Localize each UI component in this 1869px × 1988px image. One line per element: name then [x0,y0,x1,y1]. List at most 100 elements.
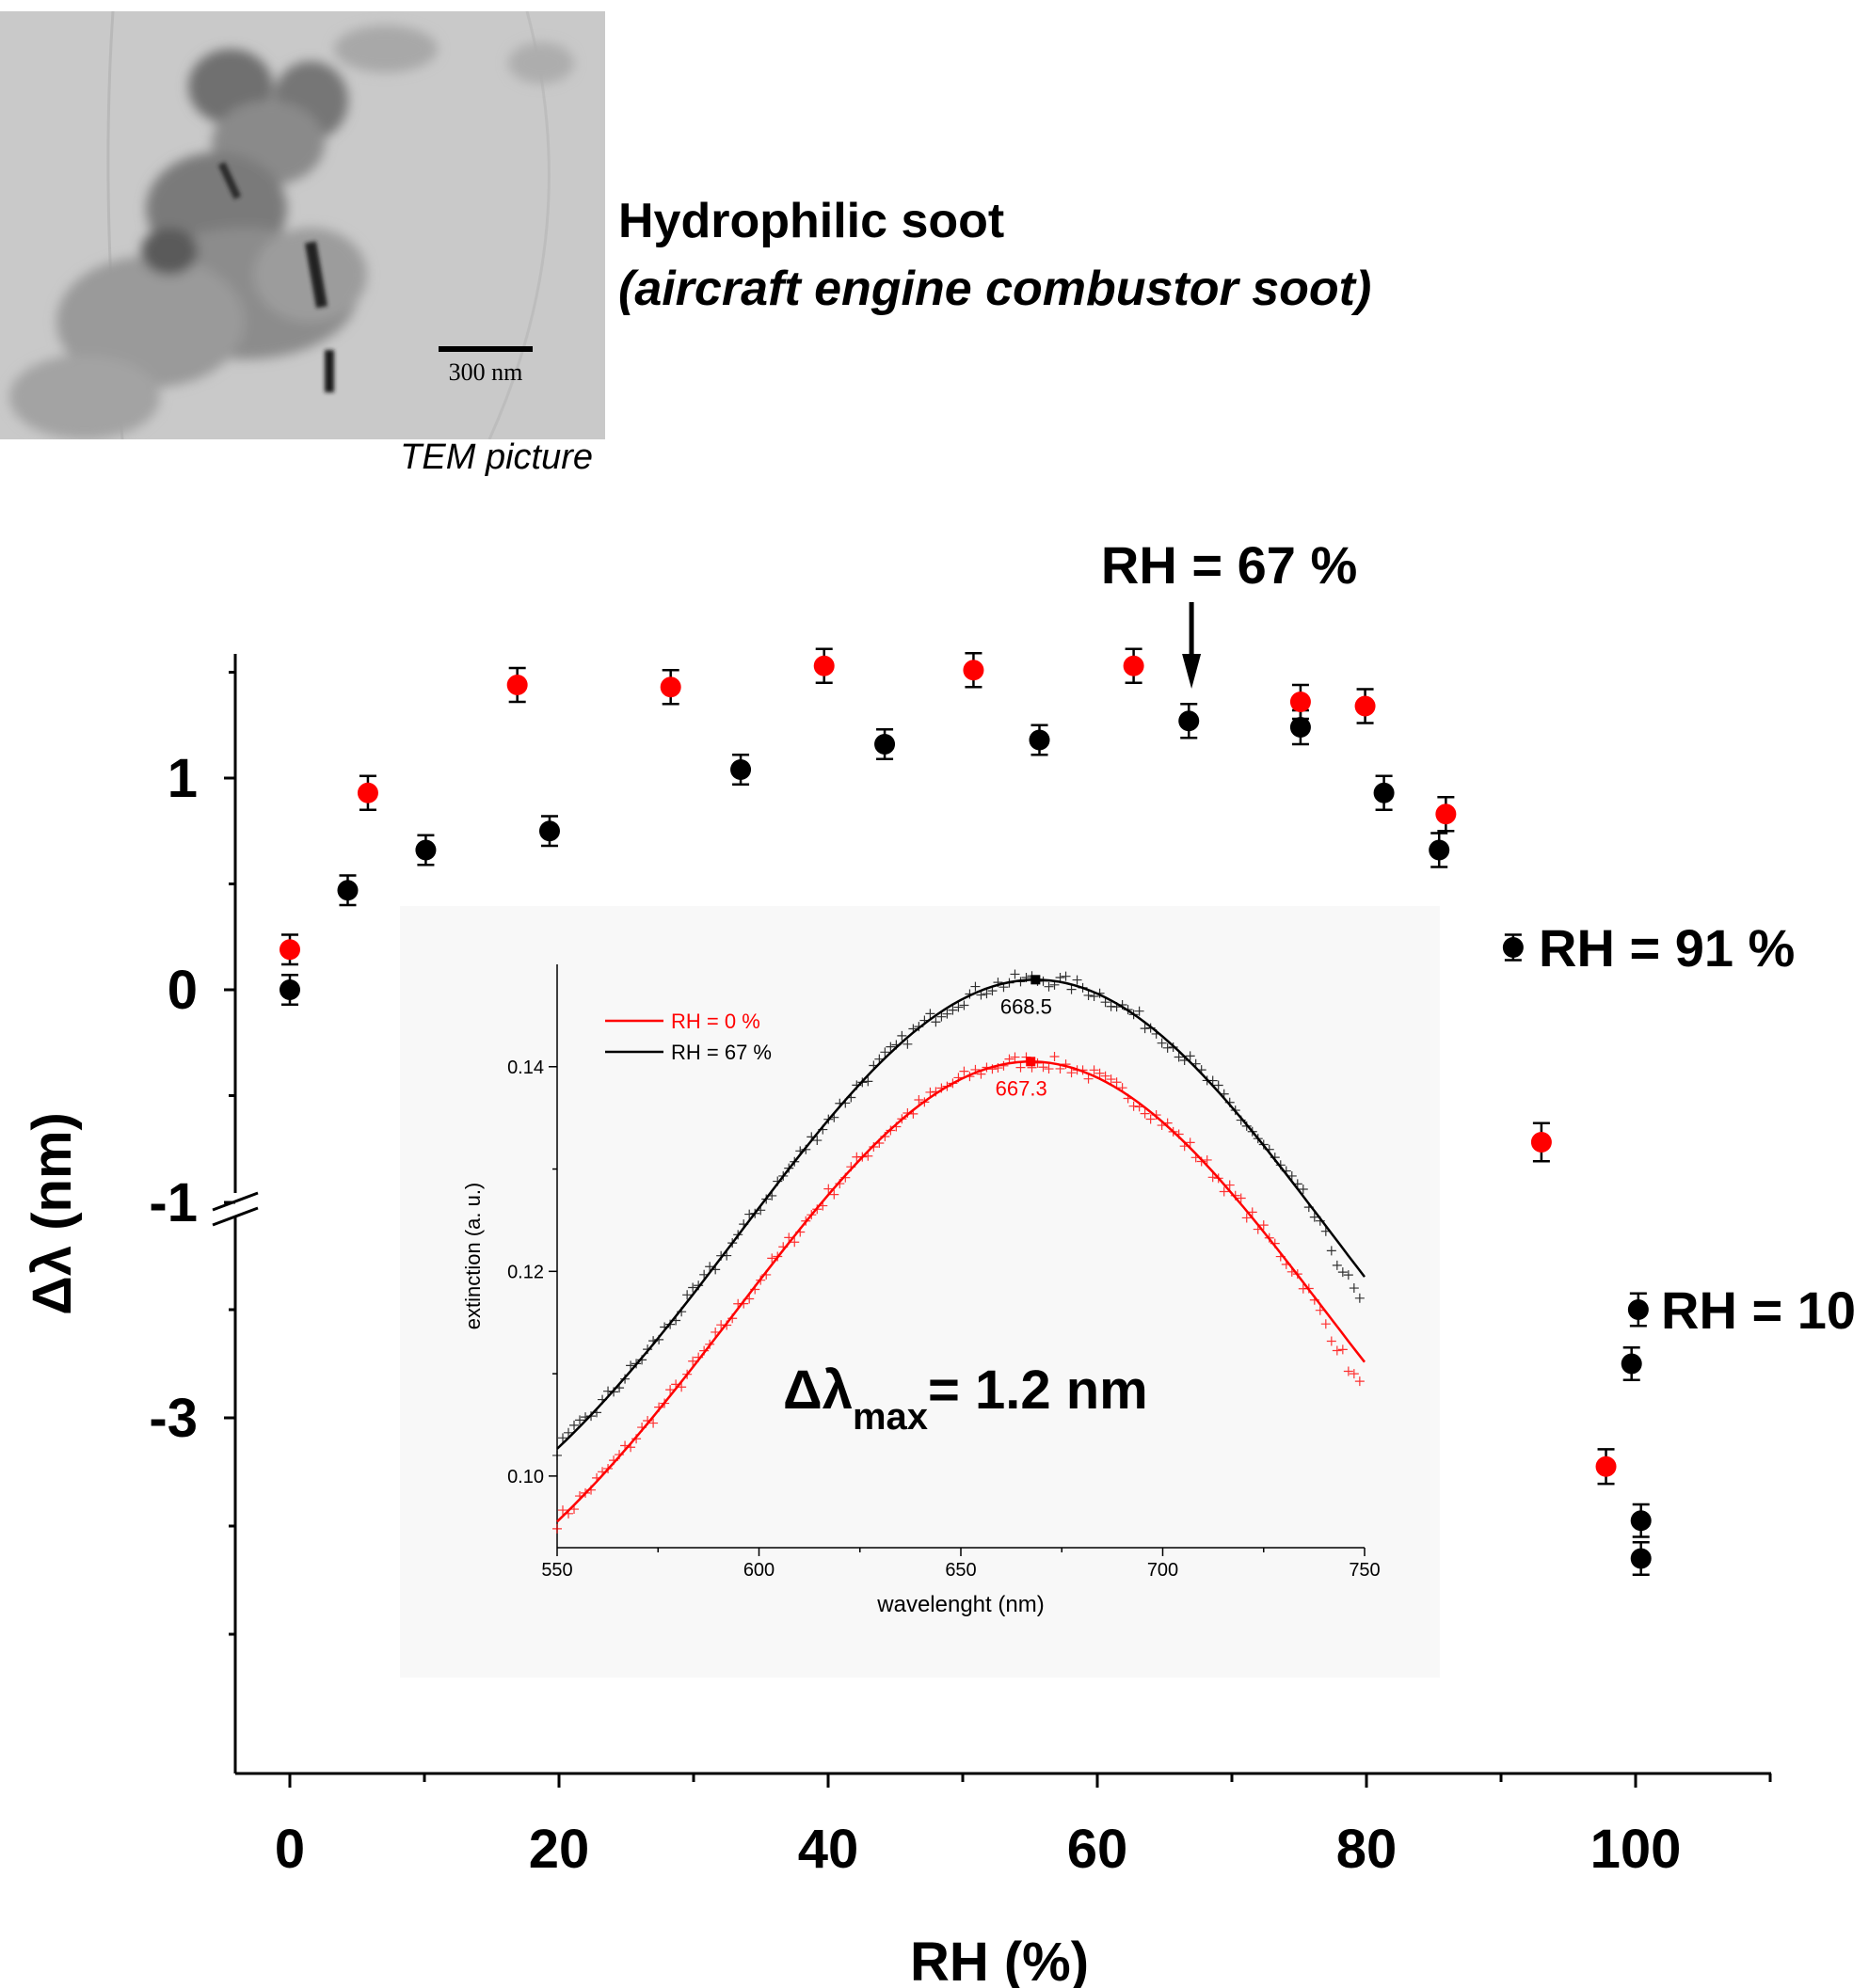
inset-black-marker [1298,1185,1308,1194]
data-point-black [874,734,896,755]
inset-black-marker [744,1209,755,1219]
inset-black-marker [925,1009,935,1019]
inset-red-marker [1111,1077,1122,1088]
inset-red-marker [1224,1180,1235,1190]
inset-black-marker [1354,1293,1365,1303]
inset-black-marker [552,1450,562,1460]
inset-black-marker [1349,1283,1359,1294]
inset-black-marker [880,1047,890,1058]
inset-red-marker [1140,1108,1150,1119]
inset-red-marker [648,1418,659,1428]
y-tick-label: -3 [149,1388,198,1449]
x-tick-label: 40 [798,1819,859,1880]
data-point-black [415,839,437,861]
annotation-rh-67: RH = 67 % [1101,535,1357,595]
inset-black-marker [1072,975,1082,985]
x-tick-label: 0 [275,1819,305,1880]
inset-red-marker [665,1385,676,1395]
inset-y-tick-label: 0.12 [507,1262,544,1282]
inset-x-tick-label: 550 [541,1560,572,1581]
inset-red-marker [1236,1193,1246,1203]
inset-red-marker [552,1523,562,1534]
inset-red-marker [823,1184,834,1194]
inset-x-tick-label: 700 [1147,1560,1178,1581]
inset-red-marker [1015,1062,1026,1073]
data-point-red [1354,695,1376,717]
inset-red-marker [1049,1051,1060,1061]
inset-red-marker [1094,1068,1105,1078]
inset-x-tick-label: 750 [1349,1560,1380,1581]
inset-black-marker [1010,969,1020,979]
inset-red-marker [1326,1336,1336,1346]
inset-black-marker [1055,973,1065,982]
y-tick-label: 0 [168,960,198,1021]
inset-black-marker [812,1136,823,1146]
inset-black-marker [603,1386,614,1396]
data-point-black [1627,1299,1649,1320]
data-point-black [538,820,560,842]
inset-legend-label: RH = 67 % [671,1041,772,1064]
inset-peak-label-red: 667.3 [996,1076,1047,1100]
data-point-red [963,660,984,681]
inset-red-marker [688,1356,698,1366]
inset-red-marker [1258,1220,1269,1231]
annotation-arrow [1182,602,1202,689]
data-point-red [813,655,835,676]
inset-black-marker [1332,1260,1342,1270]
data-point-red [1435,803,1457,825]
data-point-black [1621,1353,1642,1375]
data-point-red [357,782,378,803]
data-point-red [280,939,300,961]
inset-red-marker [1089,1065,1099,1075]
delta-lambda-value: = 1.2 nm [928,1360,1148,1421]
inset-red-marker [1038,1062,1048,1073]
inset-x-axis-title: wavelenght (nm) [876,1592,1044,1617]
inset-red-marker [829,1189,839,1200]
inset-black-marker [682,1290,693,1300]
inset-red-marker [1337,1344,1348,1355]
inset-black-marker [942,1009,952,1019]
inset-black-marker [1174,1052,1184,1062]
data-point-black [1502,937,1524,958]
x-axis-title: RH (%) [910,1932,1089,1988]
inset-black-marker [1134,1006,1144,1016]
inset-black-fit-curve [556,978,1366,1450]
inset-black-marker [1213,1080,1223,1090]
inset-black-marker [1066,984,1077,994]
inset-peak-marker [1030,975,1041,985]
data-point-red [1530,1132,1552,1153]
inset-black-marker [569,1420,580,1430]
inset-black-marker [626,1360,636,1371]
inset-x-tick-label: 600 [743,1560,775,1581]
x-tick-label: 60 [1067,1819,1128,1880]
inset-black-marker [936,1011,947,1022]
inset-black-marker [1100,997,1110,1008]
data-point-black [1178,710,1200,732]
inset-red-marker [1354,1376,1365,1387]
inset-red-marker [1207,1172,1218,1183]
data-point-black [1029,729,1050,751]
inset-black-marker [575,1415,585,1425]
inset-black-marker [688,1282,698,1293]
data-point-black [280,979,300,1000]
inset-delta-lambda-annotation: Δλmax= 1.2 nm [783,1360,1148,1438]
inset-black-marker [1061,971,1071,981]
inset-red-marker [1100,1071,1110,1081]
inset-red-marker [1145,1114,1156,1124]
inset-red-marker [1320,1319,1331,1329]
inset-black-marker [1343,1270,1353,1280]
inset-black-marker [863,1076,873,1087]
inset-x-tick-label: 650 [945,1560,976,1581]
data-point-red [506,675,528,695]
inset-peak-label-black: 668.5 [1000,994,1052,1018]
page-title: Hydrophilic soot [618,194,1005,248]
inset-red-marker [1128,1101,1139,1111]
inset-black-marker [1083,990,1094,1000]
data-point-red [1289,692,1311,712]
inset-y-axis-title: extinction (a. u.) [461,1183,485,1330]
inset-y-tick-label: 0.10 [507,1467,544,1487]
inset-red-fit-curve [556,1060,1366,1523]
inset-red-marker [558,1505,568,1516]
annotation-rh-91: RH = 91 % [1539,918,1795,978]
